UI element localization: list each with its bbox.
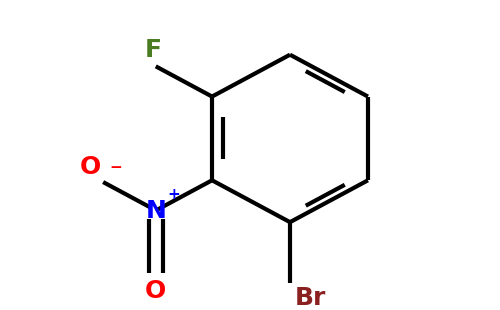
Text: O: O xyxy=(80,155,100,179)
Text: O: O xyxy=(145,278,167,303)
Text: F: F xyxy=(145,38,162,62)
Text: +: + xyxy=(167,187,179,202)
Text: −: − xyxy=(110,160,122,175)
Text: Br: Br xyxy=(295,286,326,309)
Text: N: N xyxy=(146,198,166,223)
